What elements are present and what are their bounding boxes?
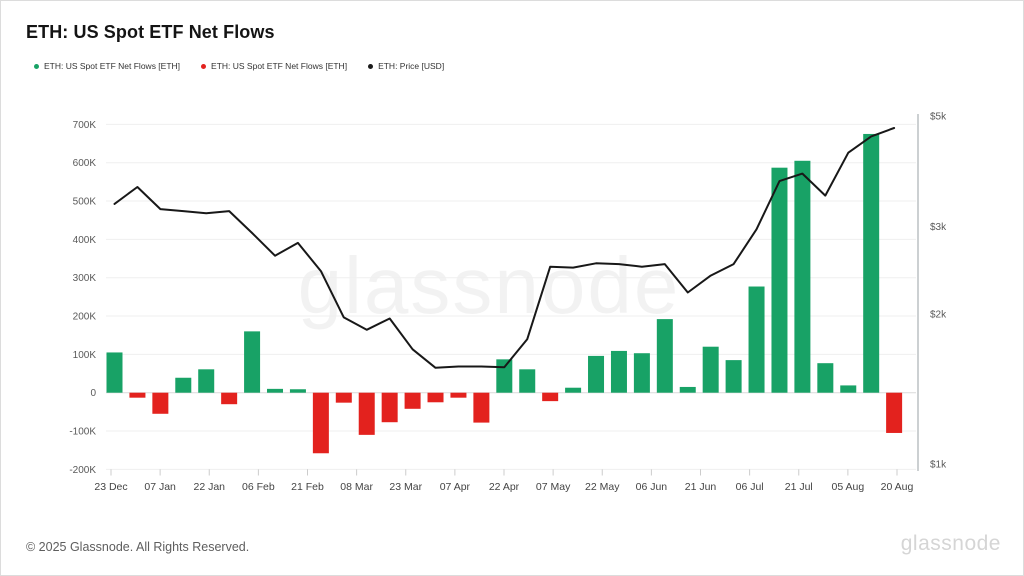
flow-bar[interactable] xyxy=(610,350,627,393)
flow-bar[interactable] xyxy=(358,392,375,435)
right-axis-label: $3k xyxy=(930,222,947,233)
x-tick-label: 22 May xyxy=(585,481,620,493)
flow-bar[interactable] xyxy=(289,389,306,393)
right-axis-label: $1k xyxy=(930,460,947,471)
flow-bar[interactable] xyxy=(427,392,444,403)
flow-bar[interactable] xyxy=(656,319,673,393)
x-tick-label: 06 Feb xyxy=(242,481,275,493)
glassnode-logo: glassnode xyxy=(900,532,1001,555)
flow-bar[interactable] xyxy=(519,369,536,393)
legend-item-price[interactable]: ETH: Price [USD] xyxy=(368,61,444,71)
left-axis-label: 500K xyxy=(73,197,97,208)
legend-label: ETH: US Spot ETF Net Flows [ETH] xyxy=(44,61,181,71)
legend-item-netflows-positive[interactable]: ETH: US Spot ETF Net Flows [ETH] xyxy=(34,61,180,71)
flow-bar[interactable] xyxy=(496,359,513,393)
red-circle-icon xyxy=(201,63,207,69)
flow-bar[interactable] xyxy=(381,392,398,423)
flow-bar[interactable] xyxy=(794,160,811,393)
flow-bar[interactable] xyxy=(267,388,284,393)
flow-bar[interactable] xyxy=(679,386,696,393)
flow-bar[interactable] xyxy=(702,346,719,393)
left-axis-label: 0 xyxy=(90,388,96,399)
flow-bar[interactable] xyxy=(748,286,765,393)
left-axis-label: -200K xyxy=(69,465,96,476)
flow-bar[interactable] xyxy=(244,331,261,393)
flow-bar[interactable] xyxy=(473,392,490,423)
watermark-text: glassnode xyxy=(298,241,681,330)
x-tick-label: 22 Jan xyxy=(193,481,225,493)
x-tick-label: 22 Apr xyxy=(489,481,520,493)
left-axis-label: 100K xyxy=(73,350,97,361)
footer-copyright: © 2025 Glassnode. All Rights Reserved. xyxy=(26,540,250,554)
flow-bar[interactable] xyxy=(106,352,123,393)
chart-legend: ETH: US Spot ETF Net Flows [ETH] ETH: US… xyxy=(34,61,444,71)
legend-label: ETH: Price [USD] xyxy=(378,61,445,71)
flow-bar[interactable] xyxy=(152,392,169,414)
flow-bar[interactable] xyxy=(771,167,788,393)
x-tick-label: 21 Jul xyxy=(785,481,813,493)
x-tick-label: 07 Apr xyxy=(440,481,471,493)
flow-bar[interactable] xyxy=(886,392,903,433)
flow-bar[interactable] xyxy=(175,377,192,393)
flow-bar[interactable] xyxy=(863,133,880,393)
flow-bar[interactable] xyxy=(840,385,857,393)
flow-bar[interactable] xyxy=(588,355,605,393)
flow-bar[interactable] xyxy=(221,392,238,405)
x-tick-label: 21 Feb xyxy=(291,481,324,493)
x-tick-label: 20 Aug xyxy=(881,481,914,493)
left-axis-label: 700K xyxy=(73,120,97,131)
flow-bar[interactable] xyxy=(633,353,650,393)
left-axis-label: 200K xyxy=(73,312,97,323)
flow-bar[interactable] xyxy=(404,392,421,409)
flow-bar[interactable] xyxy=(817,363,834,393)
x-tick-label: 06 Jun xyxy=(636,481,668,493)
green-circle-icon xyxy=(34,63,39,69)
price-line xyxy=(113,127,896,369)
legend-item-netflows-negative[interactable]: ETH: US Spot ETF Net Flows [ETH] xyxy=(201,61,347,71)
right-axis-label: $2k xyxy=(930,310,947,321)
x-tick-label: 23 Mar xyxy=(389,481,422,493)
flow-bar[interactable] xyxy=(725,360,742,393)
chart-title: ETH: US Spot ETF Net Flows xyxy=(26,22,275,42)
x-tick-label: 07 Jan xyxy=(144,481,176,493)
left-axis-label: 300K xyxy=(73,273,97,284)
flow-bar[interactable] xyxy=(312,392,329,454)
black-circle-icon xyxy=(368,63,374,69)
right-axis-label: $5k xyxy=(930,111,947,122)
left-axis-label: 400K xyxy=(73,235,97,246)
x-tick-label: 23 Dec xyxy=(94,481,127,493)
flow-bar[interactable] xyxy=(565,387,582,393)
flow-bar[interactable] xyxy=(542,392,559,402)
flow-bar[interactable] xyxy=(198,369,215,393)
x-tick-label: 07 May xyxy=(536,481,571,493)
x-tick-label: 06 Jul xyxy=(736,481,764,493)
x-tick-label: 08 Mar xyxy=(340,481,373,493)
left-axis-label: -100K xyxy=(69,427,96,438)
x-tick-label: 05 Aug xyxy=(832,481,865,493)
legend-label: ETH: US Spot ETF Net Flows [ETH] xyxy=(211,61,348,71)
flow-bar[interactable] xyxy=(129,392,146,398)
x-tick-label: 21 Jun xyxy=(685,481,717,493)
flow-bar[interactable] xyxy=(335,392,352,403)
flow-bar[interactable] xyxy=(450,392,467,398)
left-axis-label: 600K xyxy=(73,158,97,169)
